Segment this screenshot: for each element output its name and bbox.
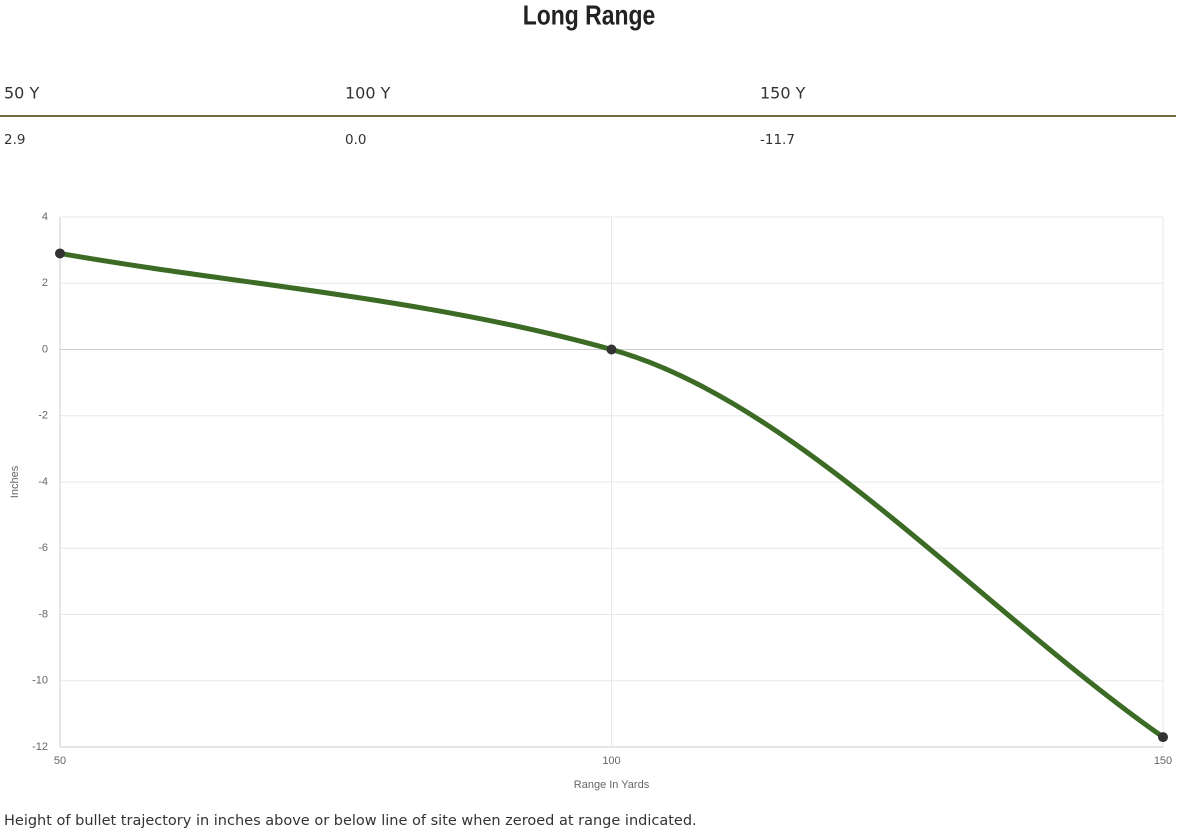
data-point	[606, 344, 617, 355]
y-tick-label: -12	[32, 741, 48, 753]
x-tick-label: 50	[54, 755, 66, 767]
page-title: Long Range	[523, 0, 656, 31]
y-axis-label: Inches	[9, 465, 21, 498]
y-tick-label: -2	[38, 410, 48, 422]
caption: Height of bullet trajectory in inches ab…	[4, 813, 697, 829]
y-tick-label: -4	[38, 476, 48, 488]
y-tick-label: -8	[38, 608, 48, 620]
table-cell: -11.7	[760, 132, 795, 148]
data-point	[55, 248, 65, 259]
y-tick-label: 4	[42, 211, 48, 223]
table-header: 100 Y	[345, 84, 391, 103]
y-tick-label: 2	[42, 277, 48, 289]
table-cell: 2.9	[4, 132, 25, 148]
table-header: 150 Y	[760, 84, 806, 103]
y-tick-label: -6	[38, 542, 48, 554]
table-cell: 0.0	[345, 132, 366, 148]
data-point	[1158, 732, 1168, 743]
x-tick-label: 100	[602, 755, 620, 767]
y-tick-label: 0	[42, 343, 48, 355]
y-tick-label: -10	[32, 675, 48, 687]
trajectory-line	[57, 250, 1166, 740]
x-axis-label: Range In Yards	[574, 779, 650, 791]
x-tick-label: 150	[1154, 755, 1172, 767]
table-header: 50 Y	[4, 84, 39, 103]
